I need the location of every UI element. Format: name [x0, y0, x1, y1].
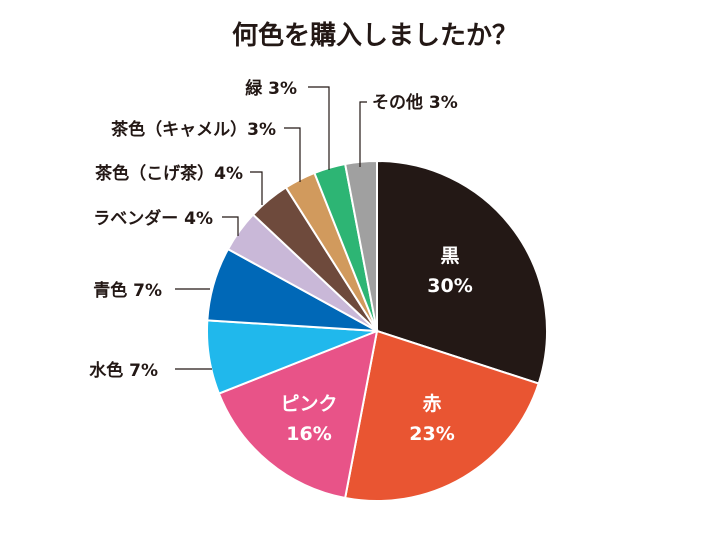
pie-slice-2 [217, 329, 379, 500]
slice-label: 青色 7% [93, 280, 162, 301]
slice-label: 水色 7% [89, 360, 158, 381]
slice-label: 茶色（こげ茶）4% [95, 163, 243, 184]
leader-line [222, 216, 239, 236]
slice-value-label: 30% [427, 275, 472, 297]
slice-label: 緑 3% [245, 78, 297, 99]
pie-slice-9 [343, 159, 378, 332]
leader-line [250, 171, 263, 205]
slice-label: 茶色（キャメル）3% [111, 119, 276, 140]
slice-value-label: 23% [409, 423, 454, 445]
slice-label: ピンク [280, 393, 337, 415]
leader-line [359, 101, 367, 167]
leader-line [284, 127, 301, 182]
slice-label: ラベンダー 4% [93, 208, 213, 229]
leader-line [308, 86, 330, 170]
slice-label: 赤 [422, 393, 441, 415]
chart-title: 何色を購入しましたか？ [232, 20, 518, 51]
pie-slice-1 [343, 329, 540, 502]
pie-slice-0 [376, 159, 548, 385]
slice-label: その他 3% [372, 92, 458, 113]
slice-label: 黒 [440, 245, 459, 267]
slice-value-label: 16% [286, 423, 331, 445]
